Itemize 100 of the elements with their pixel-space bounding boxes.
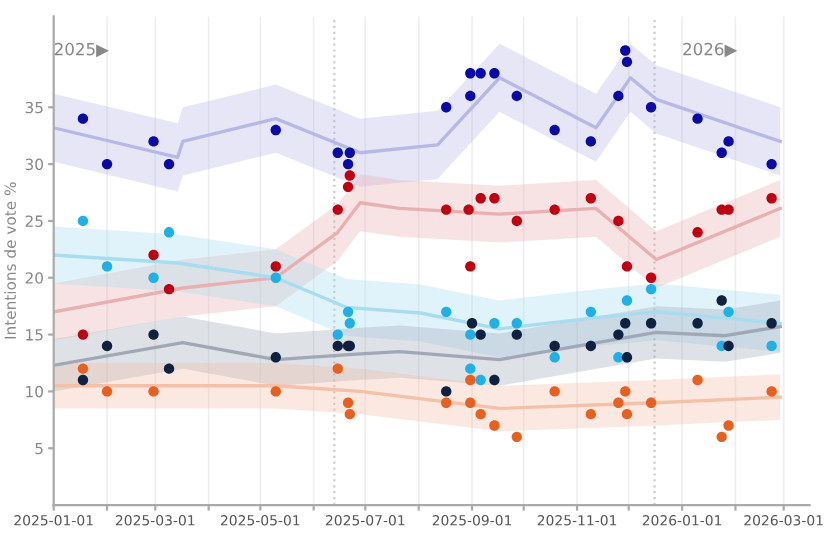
annotation: 2026▶ [683,42,738,58]
point [441,306,452,318]
point [465,261,476,272]
point [766,158,777,170]
point [585,340,597,352]
point [270,272,281,283]
point [163,283,175,295]
point [645,102,657,113]
point [466,318,478,329]
point [344,170,356,181]
point [475,329,486,340]
point [692,374,703,386]
point [621,261,633,272]
point [716,431,727,443]
point [511,215,522,227]
point [549,340,560,352]
point [511,431,522,443]
point [148,386,159,397]
point [489,193,500,204]
point [332,147,343,158]
point [549,386,560,397]
point [489,374,500,386]
point [475,374,486,386]
point [101,261,113,272]
point [766,318,777,329]
point [475,193,486,204]
point [332,363,343,374]
point [585,136,597,147]
point [766,386,777,397]
point [77,374,89,386]
point [723,136,734,147]
point [621,408,633,420]
point [620,318,631,329]
point [148,329,159,340]
point [465,363,476,374]
point [101,158,113,170]
point [441,102,452,113]
point [613,215,624,227]
point [270,261,281,272]
point [77,363,89,374]
point [692,227,703,238]
point [489,420,500,431]
point [489,68,500,79]
point [716,295,727,306]
point [613,397,624,408]
point [465,90,476,102]
point [148,272,159,283]
point [766,193,777,204]
line-series [53,253,782,331]
point [585,193,597,204]
point [475,68,486,79]
point [511,318,522,329]
point [692,113,703,124]
point [342,181,354,193]
point [511,329,522,340]
point [585,306,597,318]
point [621,352,633,363]
point [270,352,281,363]
point [723,340,734,352]
point [465,329,476,340]
point [270,124,281,136]
point [148,136,159,147]
point [163,363,175,374]
point [332,204,343,215]
point [163,158,175,170]
point [342,397,354,408]
point [692,318,703,329]
point [441,397,452,408]
point [549,352,560,363]
point [549,124,560,136]
point [344,147,356,158]
point [585,408,597,420]
point [463,204,474,215]
point [441,204,452,215]
point [620,386,631,397]
point [344,318,356,329]
point [77,329,89,340]
point [475,408,486,420]
point [465,68,476,79]
point [620,45,631,56]
point [621,56,633,68]
point [342,158,354,170]
point [270,386,281,397]
point [645,397,657,408]
point [645,283,657,295]
annotation: 2025▶ [54,42,109,58]
point [645,318,657,329]
point [613,352,624,363]
line-series [53,384,782,411]
point [465,397,476,408]
point [723,420,734,431]
point [101,386,113,397]
point [332,340,343,352]
point [549,204,560,215]
point [465,374,476,386]
point [716,147,727,158]
point [163,227,175,238]
point [77,113,89,124]
point [148,249,159,261]
line-series [53,324,782,367]
